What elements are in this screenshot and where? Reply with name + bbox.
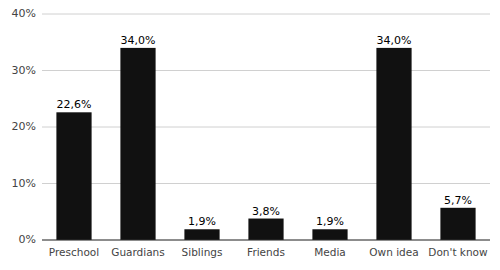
bar [120, 48, 155, 240]
y-tick-label: 40% [12, 7, 36, 20]
data-label: 1,9% [188, 215, 216, 228]
data-label: 22,6% [57, 98, 92, 111]
x-axis: Preschool Guardians Siblings Friends Media Ow… [49, 246, 488, 258]
x-tick-label: Preschool [49, 246, 99, 258]
y-axis: 0% 10% 20% 30% 40% [12, 7, 490, 246]
data-label: 3,8% [252, 205, 280, 218]
x-tick-label: Friends [247, 246, 285, 258]
bar [312, 229, 347, 240]
chart-container: 0% 10% 20% 30% 40% 22,6% 34,0% 1,9% 3,8% 1,9% 34,0… [0, 0, 500, 270]
data-label: 5,7% [444, 194, 472, 207]
data-label: 34,0% [121, 34, 156, 47]
y-tick-label: 20% [12, 120, 36, 133]
x-tick-label: Own idea [369, 246, 418, 258]
y-tick-label: 30% [12, 64, 36, 77]
y-tick-label: 10% [12, 177, 36, 190]
x-axis-line [42, 240, 490, 241]
bar [440, 208, 475, 240]
x-tick-label: Siblings [182, 246, 223, 258]
bar [184, 229, 219, 240]
x-tick-label: Don't know [428, 246, 488, 258]
data-labels: 22,6% 34,0% 1,9% 3,8% 1,9% 34,0% 5,7% [57, 34, 472, 228]
bar [376, 48, 411, 240]
grid-line [42, 14, 490, 15]
chart-svg: 0% 10% 20% 30% 40% 22,6% 34,0% 1,9% 3,8% 1,9% 34,0… [0, 0, 500, 270]
grid-line [42, 240, 490, 241]
data-label: 34,0% [377, 34, 412, 47]
data-label: 1,9% [316, 215, 344, 228]
x-tick-label: Media [314, 246, 346, 258]
grid-line [42, 183, 490, 184]
bar [248, 219, 283, 240]
grid-line [42, 70, 490, 71]
bars [56, 48, 475, 240]
grid-line [42, 127, 490, 128]
x-tick-label: Guardians [111, 246, 165, 258]
bar [56, 112, 91, 240]
y-tick-label: 0% [19, 233, 36, 246]
